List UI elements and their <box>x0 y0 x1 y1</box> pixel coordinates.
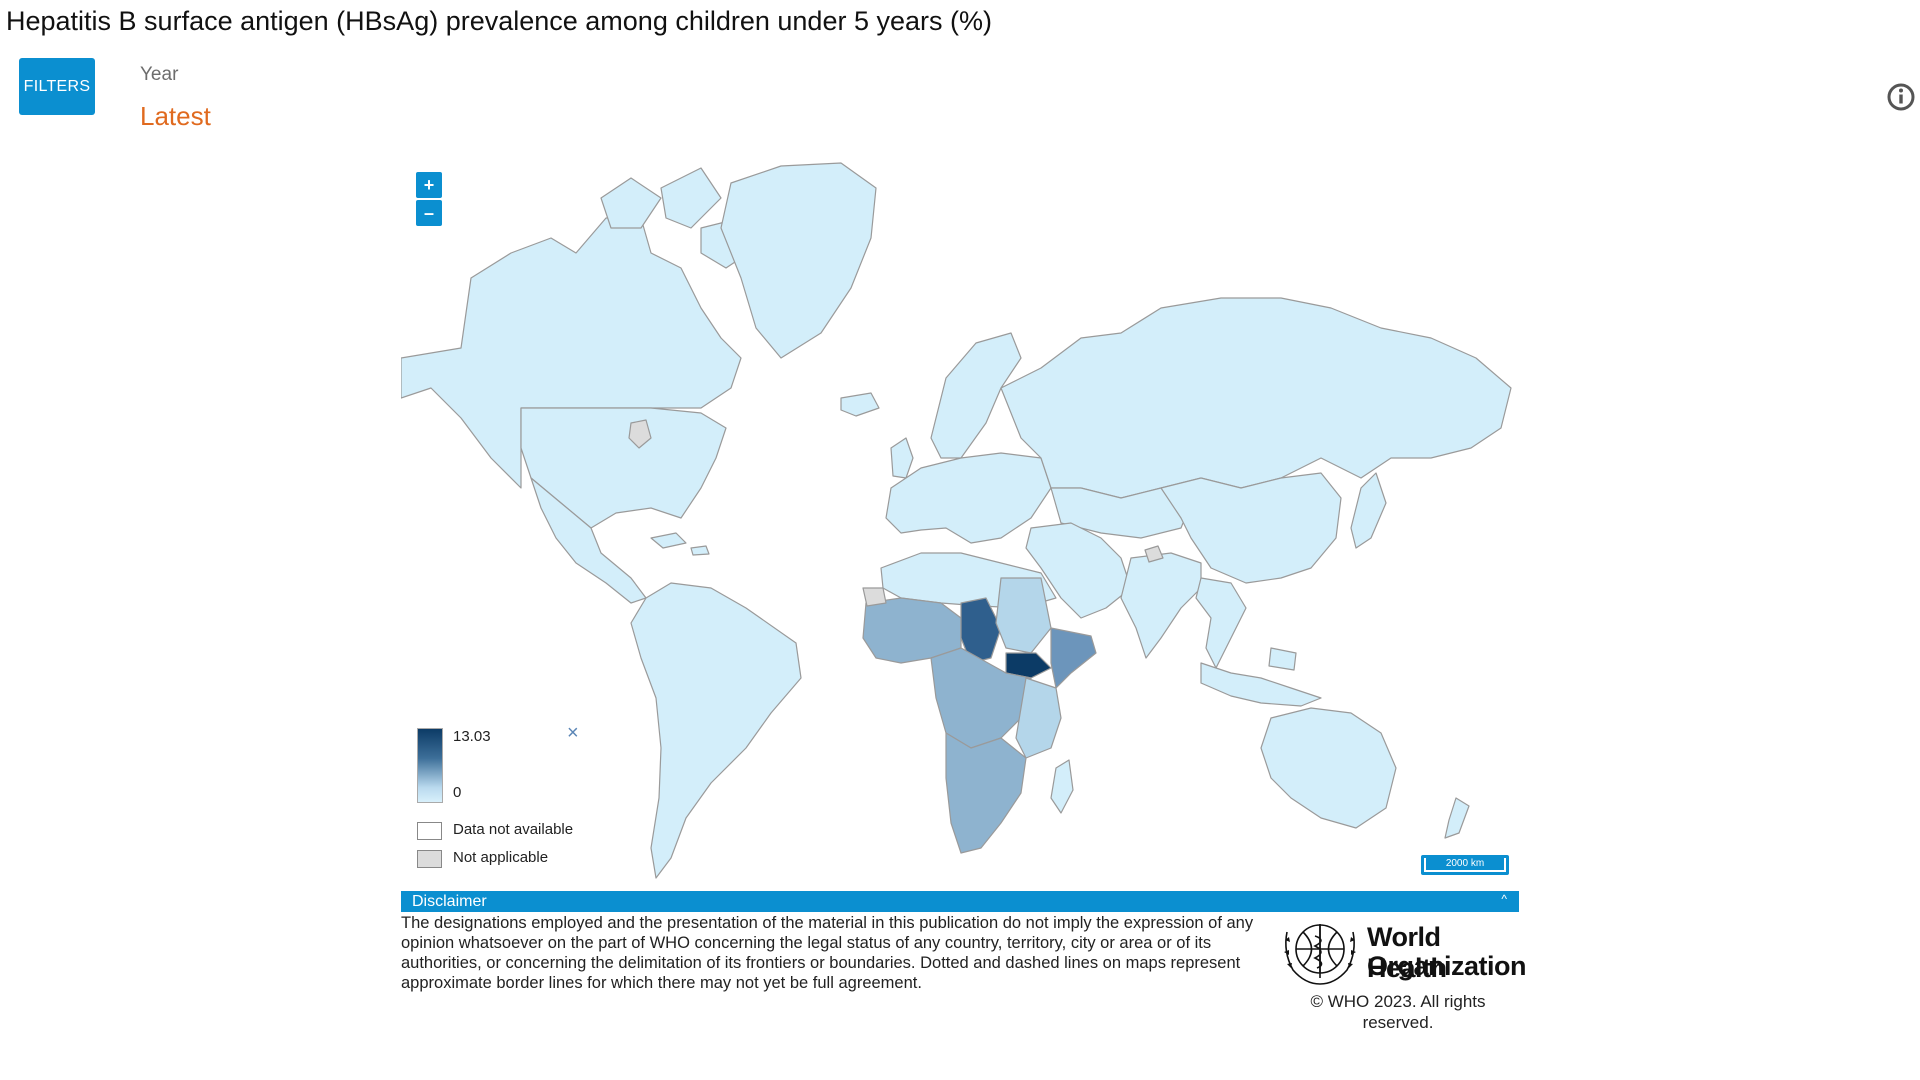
region-north-america-north <box>401 217 742 489</box>
scale-bar-label: 2000 km <box>1424 858 1506 872</box>
legend-swatch-no-data <box>417 822 442 840</box>
region-russia <box>1000 297 1512 499</box>
region-great-lakes <box>628 419 652 449</box>
disclaimer-header[interactable]: Disclaimer ^ <box>401 891 1519 912</box>
region-new-zealand <box>1444 797 1470 839</box>
who-logo: World Health Organization <box>1279 912 1527 987</box>
zoom-in-button[interactable]: + <box>416 172 442 198</box>
region-caribbean <box>650 532 710 556</box>
region-east-asia <box>1160 472 1342 584</box>
region-chad <box>960 597 1002 664</box>
world-map[interactable]: + – 13.03 0 × Data not available Not app… <box>401 158 1519 888</box>
region-western-sahara <box>862 587 887 607</box>
legend-no-data-label: Data not available <box>453 821 574 838</box>
year-filter-label: Year <box>140 64 179 85</box>
map-canvas[interactable] <box>401 158 1519 888</box>
collapse-caret-icon[interactable]: ^ <box>1501 892 1507 906</box>
region-southern-africa <box>945 732 1027 854</box>
legend-not-applicable-label: Not applicable <box>453 849 549 866</box>
who-name-line2: Organization <box>1367 951 1527 981</box>
info-icon[interactable] <box>1886 82 1916 112</box>
page-title: Hepatitis B surface antigen (HBsAg) prev… <box>6 6 992 36</box>
region-india <box>1120 552 1202 659</box>
region-mexico-central <box>530 477 647 604</box>
region-iceland <box>840 392 880 417</box>
region-middle-east <box>1025 522 1132 619</box>
region-arctic-islands <box>600 167 757 269</box>
year-filter-value[interactable]: Latest <box>140 101 211 131</box>
region-uk <box>890 437 914 479</box>
zoom-out-button[interactable]: – <box>416 200 442 226</box>
region-sudan-egypt <box>995 577 1052 654</box>
region-greenland <box>720 162 877 359</box>
disclaimer-text: The designations employed and the presen… <box>401 914 1254 992</box>
region-southeast-asia <box>1195 577 1247 669</box>
legend-close-icon[interactable]: × <box>567 722 579 744</box>
region-scandinavia <box>930 332 1022 459</box>
map-scale-bar: 2000 km <box>1421 855 1509 875</box>
legend-min-value: 0 <box>453 784 462 801</box>
region-europe <box>885 452 1052 544</box>
region-kashmir <box>1144 545 1164 563</box>
map-legend: 13.03 0 × Data not available Not applica… <box>417 722 617 883</box>
region-south-america <box>630 582 802 879</box>
who-emblem-icon <box>1284 924 1356 985</box>
copyright-text: © WHO 2023. All rights reserved. <box>1310 992 1486 1032</box>
region-east-africa <box>1015 677 1062 759</box>
who-name-line1: World Health <box>1367 922 1447 983</box>
region-south-sudan <box>1005 652 1052 679</box>
filters-button[interactable]: FILTERS <box>19 58 95 115</box>
legend-swatch-not-applicable <box>417 850 442 868</box>
legend-max-value: 13.03 <box>453 728 491 745</box>
region-australia <box>1260 707 1397 829</box>
region-central-africa <box>930 647 1032 749</box>
region-horn-of-africa <box>1050 627 1097 689</box>
legend-color-gradient <box>417 728 443 803</box>
disclaimer-title: Disclaimer <box>412 892 487 910</box>
region-indonesia <box>1200 647 1322 707</box>
region-madagascar <box>1050 759 1074 814</box>
region-japan <box>1350 472 1387 549</box>
